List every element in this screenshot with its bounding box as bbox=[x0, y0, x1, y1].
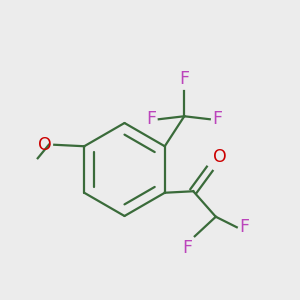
Text: O: O bbox=[213, 148, 226, 166]
Text: F: F bbox=[179, 70, 189, 88]
Text: F: F bbox=[182, 239, 192, 257]
Text: O: O bbox=[38, 136, 52, 154]
Text: F: F bbox=[239, 218, 249, 236]
Text: F: F bbox=[212, 110, 222, 128]
Text: F: F bbox=[146, 110, 156, 128]
